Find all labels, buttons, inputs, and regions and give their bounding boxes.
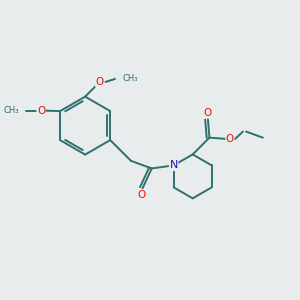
Text: O: O <box>226 134 234 144</box>
Text: O: O <box>204 108 212 118</box>
Text: O: O <box>96 77 104 87</box>
Text: O: O <box>137 190 145 200</box>
Text: N: N <box>169 160 178 170</box>
Text: O: O <box>37 106 45 116</box>
Text: CH₃: CH₃ <box>122 74 137 83</box>
Text: CH₃: CH₃ <box>3 106 19 115</box>
